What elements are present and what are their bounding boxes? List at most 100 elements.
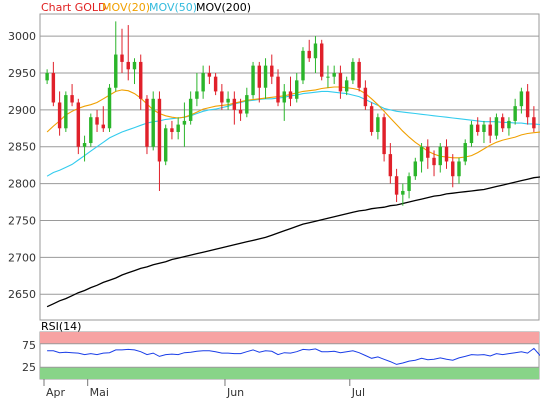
candle-body: [288, 91, 293, 99]
x-tick-label: Apr: [46, 386, 66, 399]
candle-body: [363, 87, 368, 107]
candle-body: [95, 117, 99, 125]
candle-body: [500, 117, 505, 129]
candle-body: [145, 98, 149, 147]
candle-body: [319, 43, 324, 77]
ma50-path: [46, 90, 540, 177]
candle-body: [226, 98, 230, 103]
candle-body: [351, 61, 355, 81]
y-tick-label: 2800: [8, 178, 36, 191]
candle-body: [163, 128, 168, 162]
candle-body: [176, 124, 180, 132]
x-tick-label: Jun: [226, 386, 244, 399]
candle-body: [513, 106, 517, 121]
candle-body: [101, 124, 106, 129]
ma20-line: [46, 86, 540, 159]
candle-body: [213, 76, 218, 92]
ma200-legend: MOV(200): [196, 1, 251, 14]
candle-body: [394, 176, 399, 195]
candle-body: [369, 106, 374, 132]
candle-body: [188, 98, 193, 121]
chart-title: Chart GOLD: [41, 1, 107, 14]
candle-body: [482, 124, 486, 132]
candle-body: [201, 72, 205, 92]
rsi-line: [47, 347, 540, 365]
y-tick-label: 2850: [8, 141, 36, 154]
candle-body: [307, 50, 311, 59]
candle-body: [469, 124, 474, 144]
ma50-legend: MOV(50): [149, 1, 197, 14]
candle-body: [89, 117, 93, 144]
candle-body: [426, 146, 430, 158]
candle-body: [114, 54, 118, 88]
candle-body: [270, 65, 274, 77]
ma20-path: [46, 86, 540, 159]
candle-body: [413, 161, 418, 177]
candle-body: [170, 128, 174, 132]
candle-body: [488, 124, 492, 136]
candle-body: [107, 87, 112, 129]
candle-body: [151, 98, 155, 147]
candle-body: [232, 98, 237, 110]
price-axis-labels: 3000 2950 2900 2850 2800 2750 2700 2650: [8, 30, 36, 301]
price-grid: [40, 35, 539, 295]
rsi-grid: [40, 343, 539, 368]
candle-body: [432, 157, 436, 166]
candle-body: [313, 43, 318, 59]
candle-body: [301, 50, 305, 81]
candle-body: [120, 54, 124, 62]
candle-body: [282, 91, 286, 103]
candle-body: [132, 61, 137, 70]
candle-body: [157, 98, 162, 162]
candlesticks: [45, 21, 536, 206]
candle-body: [507, 120, 511, 129]
candle-body: [220, 91, 224, 103]
ma20-legend: MOV(20): [102, 1, 150, 14]
candle-body: [407, 176, 411, 191]
y-tick-label: 3000: [8, 30, 36, 43]
candle-body: [57, 102, 62, 129]
candle-body: [257, 65, 262, 88]
candle-body: [382, 117, 386, 155]
candle-body: [82, 143, 87, 147]
candle-body: [126, 61, 130, 70]
candle-body: [457, 161, 461, 177]
candle-body: [238, 109, 243, 114]
candle-body: [438, 146, 442, 166]
candle-body: [376, 117, 380, 132]
candle-body: [338, 72, 343, 92]
rsi-path: [47, 347, 540, 365]
candle-body: [494, 117, 499, 136]
candle-body: [475, 124, 480, 132]
candle-body: [525, 91, 530, 118]
candle-body: [51, 72, 56, 103]
candle-body: [207, 72, 212, 77]
x-tick-label: Jul: [351, 386, 365, 399]
candle-body: [388, 154, 393, 177]
candle-body: [276, 76, 280, 103]
time-axis: Apr Mai Jun Jul: [43, 379, 365, 399]
candle-body: [70, 95, 74, 103]
rsi-oversold-zone: [40, 367, 539, 379]
rsi-tick-25: 25: [22, 361, 36, 374]
candle-body: [519, 91, 524, 107]
candle-body: [419, 146, 424, 162]
candle-body: [64, 95, 68, 129]
y-tick-label: 2900: [8, 104, 36, 117]
candle-body: [195, 91, 199, 99]
y-tick-label: 2750: [8, 214, 36, 227]
rsi-label: RSI(14): [41, 320, 81, 333]
candle-body: [76, 102, 81, 147]
candle-body: [295, 80, 299, 99]
y-tick-label: 2700: [8, 251, 36, 264]
candle-body: [357, 61, 361, 88]
candle-body: [401, 190, 405, 195]
candle-body: [263, 65, 268, 88]
candle-body: [451, 161, 455, 177]
candle-body: [463, 143, 467, 162]
candle-body: [444, 146, 449, 162]
y-tick-label: 2650: [8, 288, 36, 301]
ma200-path: [46, 176, 540, 308]
candle-body: [139, 61, 143, 99]
